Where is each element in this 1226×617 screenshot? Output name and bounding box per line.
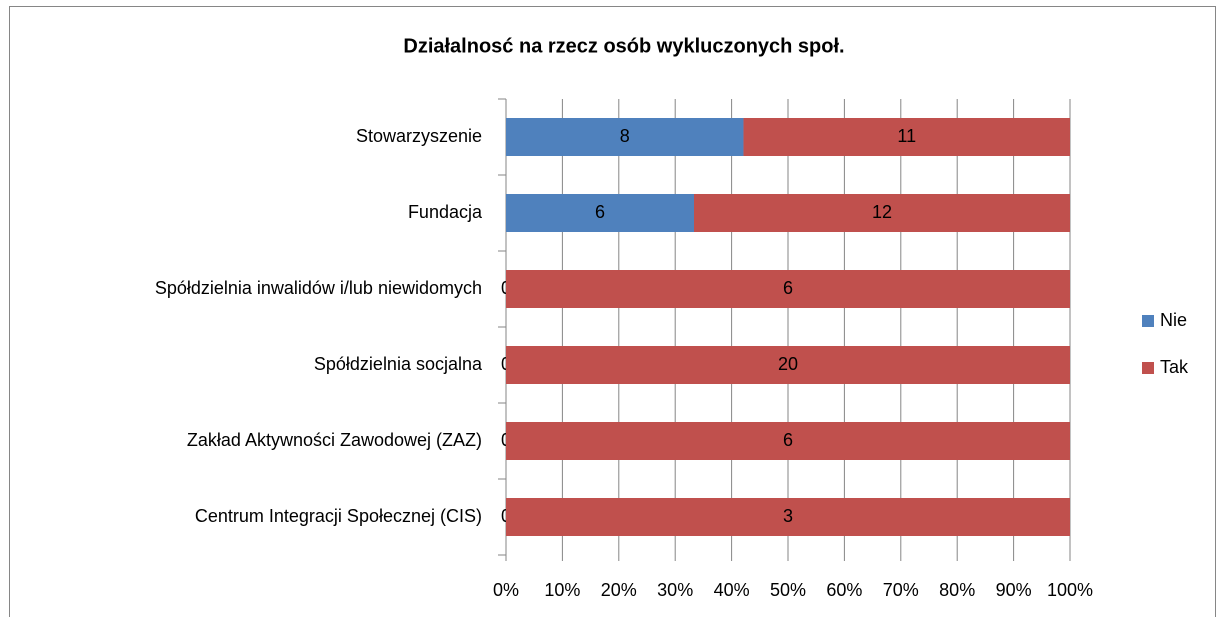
bar-segment <box>506 498 1070 536</box>
y-tick-label: Zakład Aktywności Zawodowej (ZAZ) <box>187 430 482 450</box>
bar-segment <box>506 270 1070 308</box>
data-label: 6 <box>595 202 605 222</box>
data-label: 8 <box>620 126 630 146</box>
x-tick-label: 10% <box>544 580 580 600</box>
legend-label: Tak <box>1160 357 1189 377</box>
chart-title: Działalnosć na rzecz osób wykluczonych s… <box>403 35 844 57</box>
x-tick-label: 0% <box>493 580 519 600</box>
x-tick-label: 70% <box>883 580 919 600</box>
y-tick-label: Stowarzyszenie <box>356 126 482 146</box>
bar-segment <box>694 194 1070 232</box>
y-tick-label: Spółdzielnia socjalna <box>314 354 483 374</box>
x-tick-label: 100% <box>1047 580 1093 600</box>
data-label: 12 <box>872 202 892 222</box>
x-tick-label: 40% <box>714 580 750 600</box>
x-tick-label: 80% <box>939 580 975 600</box>
legend-swatch <box>1142 362 1154 374</box>
x-tick-label: 90% <box>996 580 1032 600</box>
data-label: 20 <box>778 354 798 374</box>
x-tick-label: 20% <box>601 580 637 600</box>
y-tick-label: Spółdzielnia inwalidów i/lub niewidomych <box>155 278 482 298</box>
data-label: 3 <box>783 506 793 526</box>
x-tick-label: 60% <box>826 580 862 600</box>
data-label: 6 <box>783 278 793 298</box>
data-label: 11 <box>897 126 916 146</box>
data-label: 6 <box>783 430 793 450</box>
bar-segment <box>506 118 744 156</box>
legend-swatch <box>1142 315 1154 327</box>
x-tick-label: 30% <box>657 580 693 600</box>
bar-segment <box>506 422 1070 460</box>
bar-segment <box>506 194 694 232</box>
x-tick-label: 50% <box>770 580 806 600</box>
bar-segment <box>743 118 1070 156</box>
y-tick-label: Centrum Integracji Społecznej (CIS) <box>195 506 482 526</box>
legend-label: Nie <box>1160 310 1187 330</box>
bar-segment <box>506 346 1070 384</box>
y-tick-label: Fundacja <box>408 202 483 222</box>
